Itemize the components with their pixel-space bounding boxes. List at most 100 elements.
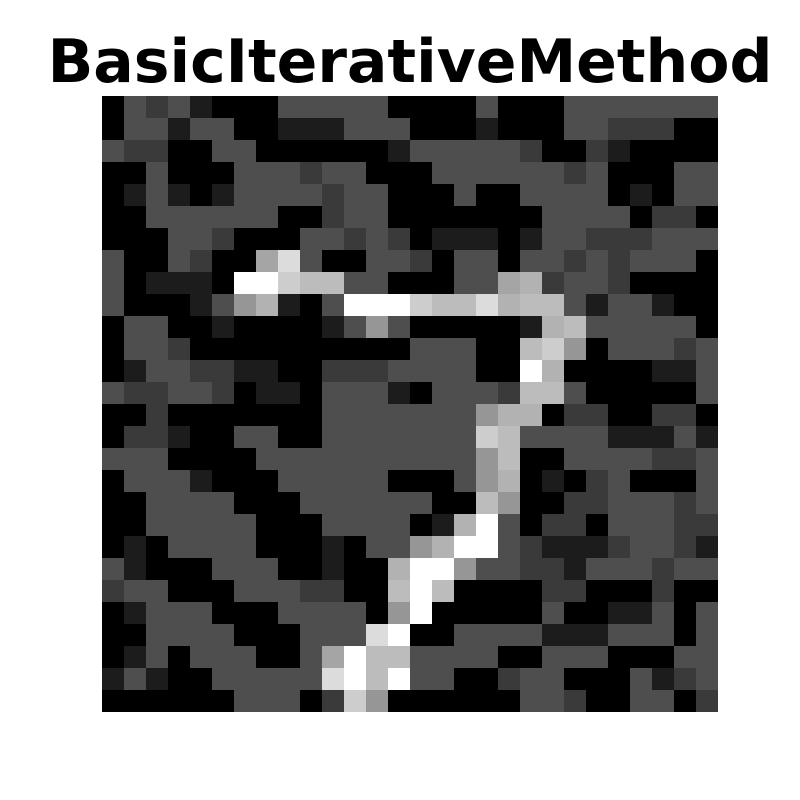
pixel-cell [410, 272, 432, 294]
pixel-cell [674, 602, 696, 624]
pixel-cell [300, 272, 322, 294]
pixel-cell [542, 536, 564, 558]
pixel-cell [608, 294, 630, 316]
pixel-cell [410, 514, 432, 536]
pixel-cell [124, 206, 146, 228]
pixel-cell [520, 514, 542, 536]
pixel-cell [674, 206, 696, 228]
pixel-cell [652, 404, 674, 426]
pixel-cell [520, 668, 542, 690]
pixel-cell [212, 646, 234, 668]
pixel-cell [608, 162, 630, 184]
pixel-cell [388, 558, 410, 580]
pixel-cell [432, 448, 454, 470]
pixel-cell [278, 360, 300, 382]
pixel-cell [388, 118, 410, 140]
pixel-cell [410, 96, 432, 118]
pixel-cell [322, 404, 344, 426]
pixel-cell [454, 448, 476, 470]
pixel-cell [168, 382, 190, 404]
pixel-cell [476, 316, 498, 338]
pixel-cell [674, 250, 696, 272]
pixel-cell [586, 558, 608, 580]
pixel-cell [696, 492, 718, 514]
pixel-cell [542, 140, 564, 162]
pixel-cell [520, 580, 542, 602]
pixel-cell [432, 624, 454, 646]
pixel-cell [432, 118, 454, 140]
pixel-cell [146, 426, 168, 448]
pixel-cell [190, 184, 212, 206]
pixel-cell [696, 624, 718, 646]
pixel-cell [256, 426, 278, 448]
pixel-cell [498, 580, 520, 602]
pixel-cell [586, 602, 608, 624]
pixel-cell [454, 140, 476, 162]
pixel-cell [652, 470, 674, 492]
pixel-cell [542, 382, 564, 404]
pixel-cell [564, 470, 586, 492]
pixel-cell [168, 228, 190, 250]
pixel-cell [300, 646, 322, 668]
pixel-cell [564, 206, 586, 228]
pixel-cell [432, 602, 454, 624]
pixel-cell [586, 426, 608, 448]
pixel-cell [696, 404, 718, 426]
pixel-cell [256, 96, 278, 118]
pixel-cell [212, 360, 234, 382]
pixel-cell [410, 228, 432, 250]
pixel-cell [102, 382, 124, 404]
pixel-cell [124, 184, 146, 206]
pixel-cell [498, 624, 520, 646]
pixel-cell [520, 470, 542, 492]
pixel-cell [190, 558, 212, 580]
pixel-cell [432, 404, 454, 426]
pixel-cell [608, 316, 630, 338]
pixel-cell [564, 426, 586, 448]
pixel-cell [476, 558, 498, 580]
pixel-cell [608, 558, 630, 580]
pixel-cell [124, 118, 146, 140]
pixel-cell [674, 470, 696, 492]
pixel-cell [520, 426, 542, 448]
pixel-cell [586, 470, 608, 492]
pixel-cell [234, 470, 256, 492]
pixel-cell [674, 228, 696, 250]
pixel-cell [146, 470, 168, 492]
pixel-cell [630, 206, 652, 228]
pixel-cell [432, 140, 454, 162]
pixel-cell [454, 272, 476, 294]
pixel-cell [344, 602, 366, 624]
pixel-cell [146, 316, 168, 338]
pixel-cell [674, 382, 696, 404]
pixel-cell [476, 184, 498, 206]
pixel-cell [168, 448, 190, 470]
pixel-cell [278, 206, 300, 228]
pixel-cell [674, 624, 696, 646]
pixel-cell [674, 272, 696, 294]
pixel-cell [234, 206, 256, 228]
pixel-cell [234, 404, 256, 426]
pixel-cell [102, 448, 124, 470]
pixel-cell [256, 294, 278, 316]
pixel-cell [212, 580, 234, 602]
pixel-cell [146, 690, 168, 712]
pixel-cell [190, 338, 212, 360]
pixel-cell [542, 426, 564, 448]
pixel-cell [256, 140, 278, 162]
pixel-cell [476, 162, 498, 184]
pixel-cell [322, 272, 344, 294]
pixel-cell [542, 690, 564, 712]
pixel-cell [190, 492, 212, 514]
pixel-cell [410, 360, 432, 382]
pixel-cell [102, 624, 124, 646]
pixel-cell [564, 404, 586, 426]
pixel-cell [498, 272, 520, 294]
pixel-cell [564, 646, 586, 668]
pixel-cell [344, 338, 366, 360]
pixel-cell [124, 646, 146, 668]
pixel-cell [696, 338, 718, 360]
pixel-cell [146, 96, 168, 118]
pixel-cell [388, 690, 410, 712]
pixel-cell [696, 360, 718, 382]
